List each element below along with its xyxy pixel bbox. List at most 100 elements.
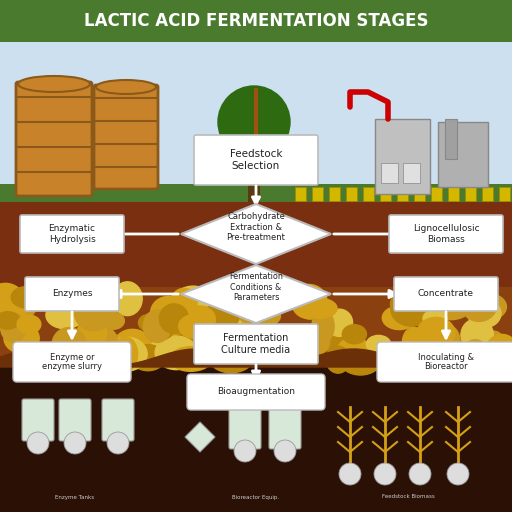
Ellipse shape	[214, 343, 244, 365]
Ellipse shape	[302, 298, 337, 318]
Circle shape	[218, 86, 290, 158]
Ellipse shape	[82, 288, 115, 320]
Ellipse shape	[113, 282, 142, 315]
Ellipse shape	[339, 343, 382, 375]
Text: Enzyme Tanks: Enzyme Tanks	[55, 495, 95, 500]
Ellipse shape	[440, 326, 460, 361]
Ellipse shape	[423, 310, 447, 327]
Ellipse shape	[1, 313, 26, 342]
FancyBboxPatch shape	[482, 187, 493, 201]
Ellipse shape	[486, 334, 512, 368]
FancyBboxPatch shape	[403, 163, 420, 183]
FancyBboxPatch shape	[20, 215, 124, 253]
Ellipse shape	[140, 342, 176, 366]
Text: Fermentation
Conditions &
Parameters: Fermentation Conditions & Parameters	[229, 272, 283, 302]
FancyBboxPatch shape	[94, 85, 158, 189]
Ellipse shape	[102, 312, 124, 329]
FancyBboxPatch shape	[0, 287, 512, 367]
Circle shape	[64, 432, 86, 454]
Ellipse shape	[413, 338, 450, 365]
FancyBboxPatch shape	[0, 42, 512, 202]
Ellipse shape	[143, 310, 171, 343]
Ellipse shape	[418, 291, 440, 311]
Ellipse shape	[105, 337, 147, 371]
FancyBboxPatch shape	[381, 163, 398, 183]
Text: Fermentation
Culture media: Fermentation Culture media	[221, 333, 291, 355]
FancyBboxPatch shape	[0, 184, 512, 202]
Ellipse shape	[382, 306, 416, 330]
Polygon shape	[185, 422, 215, 452]
Ellipse shape	[131, 345, 165, 371]
Circle shape	[447, 463, 469, 485]
Ellipse shape	[151, 296, 186, 329]
Ellipse shape	[169, 347, 212, 371]
Ellipse shape	[200, 307, 223, 325]
Ellipse shape	[170, 288, 197, 317]
Ellipse shape	[238, 283, 264, 313]
FancyBboxPatch shape	[269, 407, 301, 449]
Text: Enzyme or
enzyme slurry: Enzyme or enzyme slurry	[42, 353, 102, 371]
Polygon shape	[181, 265, 331, 323]
Ellipse shape	[307, 329, 330, 354]
Ellipse shape	[74, 343, 112, 375]
Ellipse shape	[41, 347, 77, 369]
Text: Enzymes: Enzymes	[52, 289, 92, 298]
FancyBboxPatch shape	[363, 187, 374, 201]
Ellipse shape	[326, 346, 350, 373]
FancyBboxPatch shape	[389, 215, 503, 253]
Ellipse shape	[337, 338, 371, 365]
Ellipse shape	[138, 314, 159, 331]
Ellipse shape	[4, 324, 39, 353]
Ellipse shape	[174, 286, 212, 314]
Ellipse shape	[420, 327, 444, 354]
Ellipse shape	[312, 310, 334, 343]
Ellipse shape	[402, 327, 425, 357]
Text: Bioreactor Equip.: Bioreactor Equip.	[232, 495, 280, 500]
FancyBboxPatch shape	[229, 407, 261, 449]
Ellipse shape	[5, 295, 36, 319]
Ellipse shape	[73, 347, 103, 371]
Ellipse shape	[155, 336, 197, 370]
Ellipse shape	[406, 293, 425, 319]
FancyBboxPatch shape	[0, 202, 512, 297]
Ellipse shape	[106, 346, 133, 365]
Ellipse shape	[46, 302, 84, 329]
Ellipse shape	[483, 331, 505, 359]
Ellipse shape	[18, 76, 90, 92]
Ellipse shape	[282, 287, 303, 309]
Ellipse shape	[184, 306, 216, 333]
Ellipse shape	[205, 323, 241, 353]
FancyBboxPatch shape	[499, 187, 510, 201]
Ellipse shape	[90, 306, 116, 323]
Ellipse shape	[179, 314, 210, 338]
Ellipse shape	[159, 304, 188, 333]
Circle shape	[27, 432, 49, 454]
FancyBboxPatch shape	[0, 0, 512, 42]
Ellipse shape	[461, 289, 497, 322]
Ellipse shape	[343, 325, 367, 344]
Ellipse shape	[391, 292, 432, 326]
Ellipse shape	[53, 340, 74, 374]
Text: Carbohydrate
Extraction &
Pre-treatment: Carbohydrate Extraction & Pre-treatment	[227, 212, 285, 242]
Ellipse shape	[113, 337, 138, 371]
Circle shape	[339, 463, 361, 485]
Ellipse shape	[326, 309, 353, 336]
FancyBboxPatch shape	[22, 399, 54, 441]
FancyBboxPatch shape	[394, 277, 498, 311]
Ellipse shape	[433, 302, 468, 319]
Circle shape	[374, 463, 396, 485]
Ellipse shape	[11, 287, 42, 308]
FancyBboxPatch shape	[445, 119, 457, 159]
Ellipse shape	[235, 306, 262, 327]
Circle shape	[234, 440, 256, 462]
Ellipse shape	[171, 332, 210, 357]
Circle shape	[409, 463, 431, 485]
Ellipse shape	[0, 312, 20, 329]
FancyBboxPatch shape	[0, 367, 512, 512]
FancyBboxPatch shape	[380, 187, 391, 201]
FancyBboxPatch shape	[194, 324, 318, 364]
Ellipse shape	[204, 332, 239, 351]
Text: Bioaugmentation: Bioaugmentation	[217, 388, 295, 396]
FancyBboxPatch shape	[346, 187, 357, 201]
Ellipse shape	[294, 292, 316, 312]
